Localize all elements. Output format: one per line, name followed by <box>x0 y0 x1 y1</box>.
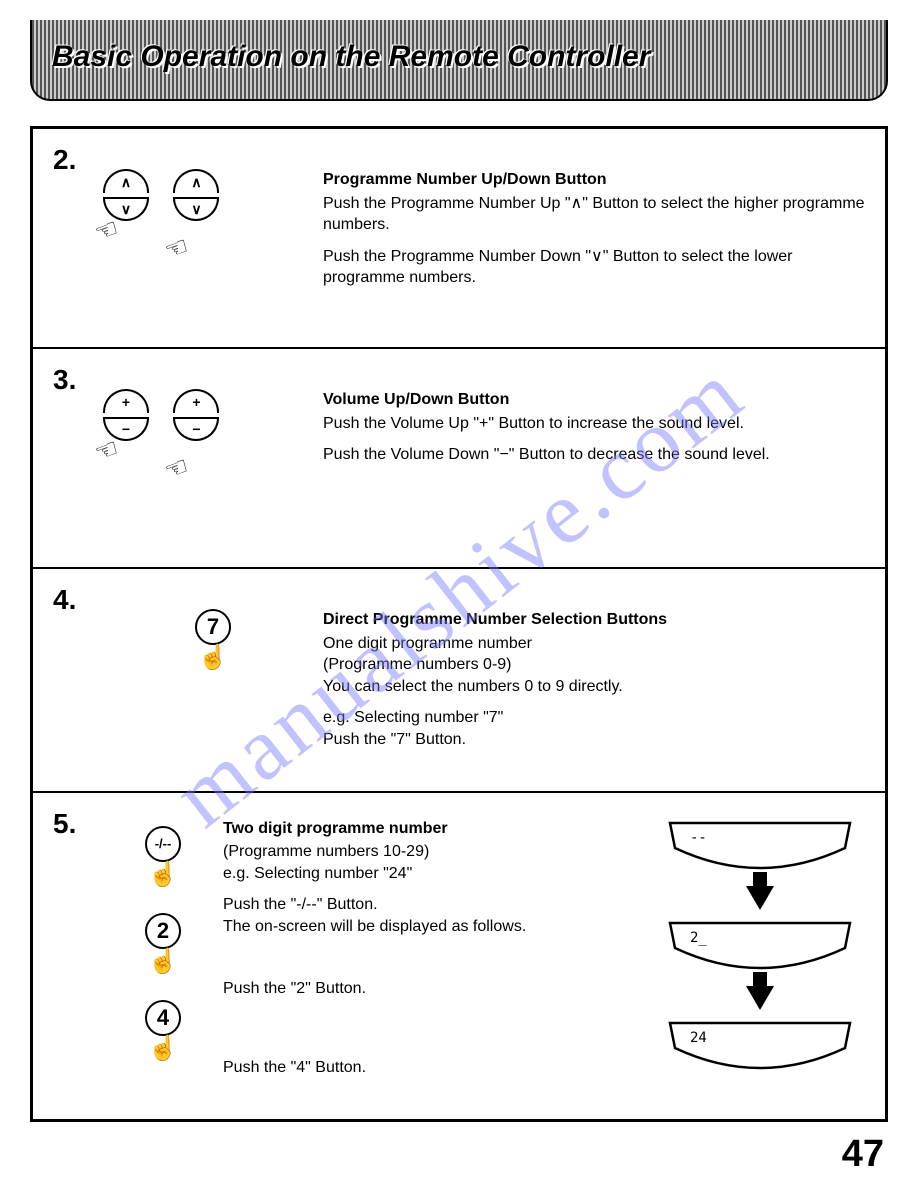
section-3-illustration: + − ☜ + − ☜ <box>103 364 323 537</box>
page-header: Basic Operation on the Remote Controller <box>30 20 888 101</box>
dash-button-press: -/-- ☝ <box>145 826 181 889</box>
screen-value: 2_ <box>690 930 707 946</box>
body-text: Push the "4" Button. <box>223 1057 645 1079</box>
page-number: 47 <box>842 1133 884 1176</box>
body-text: Push the Programme Number Down "∨" Butto… <box>323 246 865 289</box>
pointing-hand-icon: ☜ <box>161 230 194 267</box>
section-4-text: Direct Programme Number Selection Button… <box>323 584 865 761</box>
digit-4-button: 4 <box>145 1000 181 1036</box>
body-text: Push the Programme Number Up "∧" Button … <box>323 193 865 236</box>
body-text: e.g. Selecting number "7" <box>323 707 865 729</box>
instructions-table: 2. ∧ ∨ ☜ ∧ ∨ ☜ Programme Number Up/Down … <box>30 126 888 1122</box>
pointing-hand-icon: ☝ <box>145 1034 181 1063</box>
body-text: (Programme numbers 10-29) <box>223 841 645 863</box>
prog-down-button-pair: ∧ ∨ ☜ <box>173 169 219 264</box>
vol-down-button: − <box>173 417 219 441</box>
page-title: Basic Operation on the Remote Controller <box>52 40 866 74</box>
body-text: One digit programme number <box>323 633 865 655</box>
down-arrow-icon <box>746 886 774 910</box>
body-text: Push the Volume Down "−" Button to decre… <box>323 444 865 466</box>
body-text: Push the Volume Up "+" Button to increas… <box>323 413 865 435</box>
body-text: Push the "7" Button. <box>323 729 865 751</box>
body-text: You can select the numbers 0 to 9 direct… <box>323 676 865 698</box>
digit-2-press: 2 ☝ <box>145 913 181 976</box>
section-number: 4. <box>53 584 103 761</box>
digit-7-button: 7 <box>195 609 231 645</box>
section-5-illustration: -/-- ☝ 2 ☝ 4 ☝ <box>103 808 223 1089</box>
section-heading: Programme Number Up/Down Button <box>323 169 865 191</box>
section-heading: Volume Up/Down Button <box>323 389 865 411</box>
tv-screen-3: 24 <box>665 1018 855 1078</box>
dash-button: -/-- <box>145 826 181 862</box>
section-5: 5. -/-- ☝ 2 ☝ 4 ☝ Two digit programme nu… <box>33 793 885 1119</box>
vol-up-button: + <box>173 389 219 413</box>
digit-2-button: 2 <box>145 913 181 949</box>
section-2-illustration: ∧ ∨ ☜ ∧ ∨ ☜ <box>103 144 323 317</box>
prog-up-button: ∧ <box>173 169 219 193</box>
pointing-hand-icon: ☝ <box>145 860 181 889</box>
section-3-text: Volume Up/Down Button Push the Volume Up… <box>323 364 865 537</box>
pointing-hand-icon: ☝ <box>103 643 323 672</box>
body-text: The on-screen will be displayed as follo… <box>223 916 645 938</box>
vol-up-button: + <box>103 389 149 413</box>
down-arrow-icon <box>746 986 774 1010</box>
vol-up-button-pair: + − ☜ <box>103 389 149 466</box>
body-text: e.g. Selecting number "24" <box>223 863 645 885</box>
section-heading: Two digit programme number <box>223 818 645 840</box>
section-heading: Direct Programme Number Selection Button… <box>323 609 865 631</box>
screen-value: -- <box>690 830 707 846</box>
tv-screen-1: -- <box>665 818 855 878</box>
section-3: 3. + − ☜ + − ☜ Volume Up/Down Button Pus… <box>33 349 885 569</box>
digit-button-press: 7 ☝ <box>103 609 323 672</box>
section-2-text: Programme Number Up/Down Button Push the… <box>323 144 865 317</box>
prog-down-button: ∨ <box>173 197 219 221</box>
section-4-illustration: 7 ☝ <box>103 584 323 761</box>
digit-4-press: 4 ☝ <box>145 1000 181 1063</box>
prog-up-button: ∧ <box>103 169 149 193</box>
pointing-hand-icon: ☝ <box>145 947 181 976</box>
prog-up-button-pair: ∧ ∨ ☜ <box>103 169 149 246</box>
section-5-screens: -- 2_ 24 <box>655 808 865 1089</box>
body-text: Push the "-/--" Button. <box>223 894 645 916</box>
section-4: 4. 7 ☝ Direct Programme Number Selection… <box>33 569 885 793</box>
body-text: Push the "2" Button. <box>223 978 645 1000</box>
vol-down-button-pair: + − ☜ <box>173 389 219 484</box>
section-5-text: Two digit programme number (Programme nu… <box>223 808 655 1089</box>
body-text: (Programme numbers 0-9) <box>323 654 865 676</box>
section-number: 5. <box>53 808 103 1089</box>
tv-screen-2: 2_ <box>665 918 855 978</box>
section-2: 2. ∧ ∨ ☜ ∧ ∨ ☜ Programme Number Up/Down … <box>33 129 885 349</box>
pointing-hand-icon: ☜ <box>161 450 194 487</box>
screen-value: 24 <box>690 1030 707 1046</box>
